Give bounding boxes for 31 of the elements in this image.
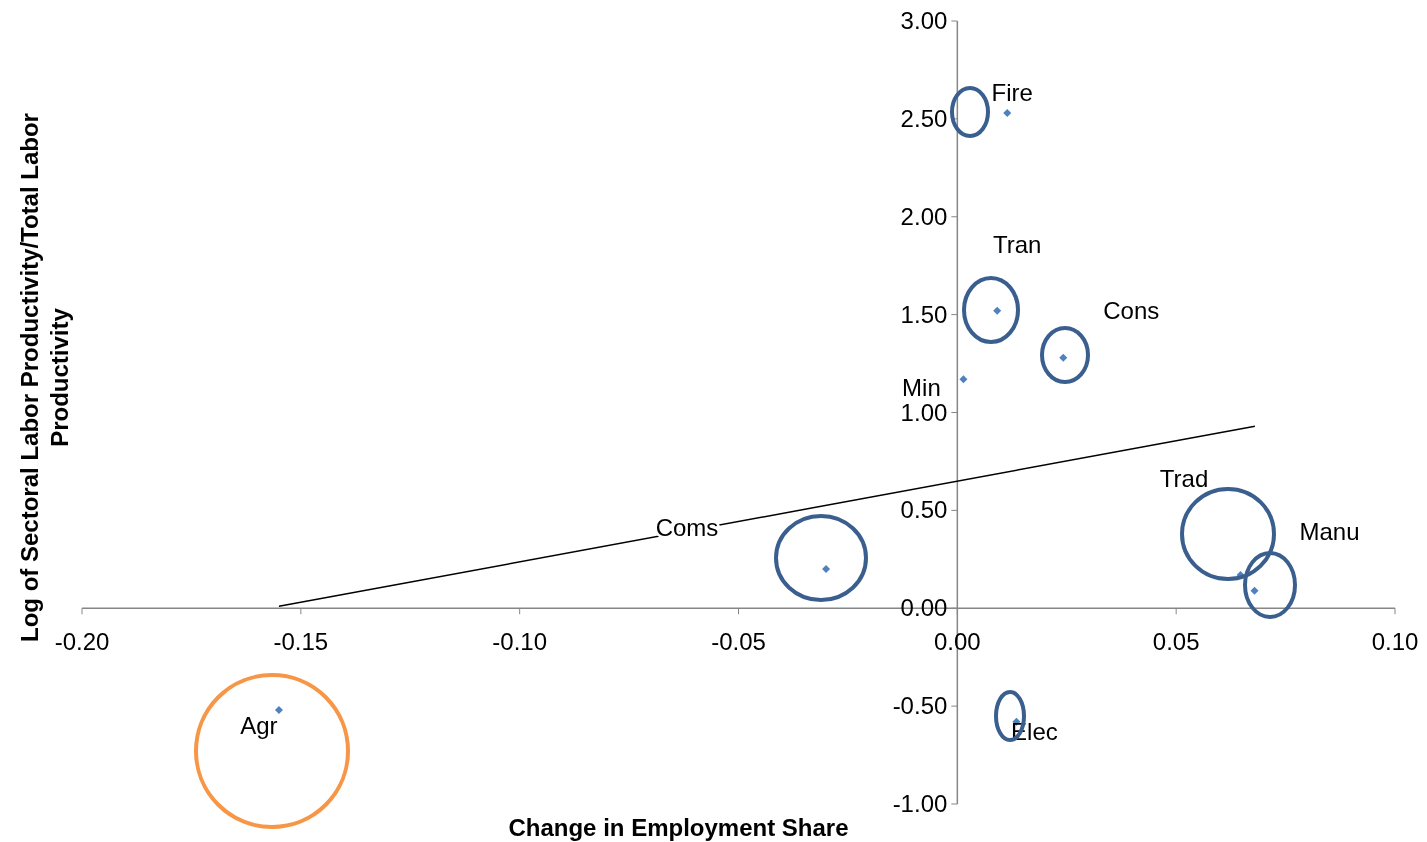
x-tick-label: 0.05 <box>1152 628 1200 656</box>
x-tick-label: -0.15 <box>273 628 329 656</box>
y-tick-label: 3.00 <box>900 7 948 34</box>
x-tick-label: 0.00 <box>933 628 981 656</box>
x-tick-label: -0.05 <box>711 628 766 656</box>
point <box>274 706 283 715</box>
x-tick-label: -0.10 <box>492 628 548 656</box>
y-tick-label: 1.00 <box>900 398 948 426</box>
annotation: Tran <box>992 231 1042 259</box>
annotation: Min <box>902 373 941 401</box>
y-tick-label: 0.50 <box>900 496 948 524</box>
x-axis-title: Change in Employment Share <box>508 814 849 841</box>
annotation: Trad <box>1159 465 1209 493</box>
x-tick-label: -0.20 <box>54 628 110 656</box>
y-tick-label: -0.50 <box>892 692 948 720</box>
y-tick-label: 2.50 <box>900 104 948 132</box>
annotation: Fire <box>991 79 1033 107</box>
annotation: Agr <box>240 712 278 740</box>
annotation: Cons <box>1103 297 1160 325</box>
point <box>1059 353 1068 362</box>
y-tick-label: 0.00 <box>900 594 948 622</box>
x-tick-label: 0.10 <box>1371 628 1419 656</box>
point <box>1003 109 1012 117</box>
y-tick-label: -1.00 <box>892 790 948 817</box>
point <box>822 565 831 574</box>
y-tick-label: 2.00 <box>900 202 948 230</box>
point <box>993 306 1002 315</box>
y-tick-label: 1.50 <box>900 300 948 328</box>
annotation: Manu <box>1299 517 1360 545</box>
point <box>1250 586 1259 595</box>
point <box>959 375 968 384</box>
